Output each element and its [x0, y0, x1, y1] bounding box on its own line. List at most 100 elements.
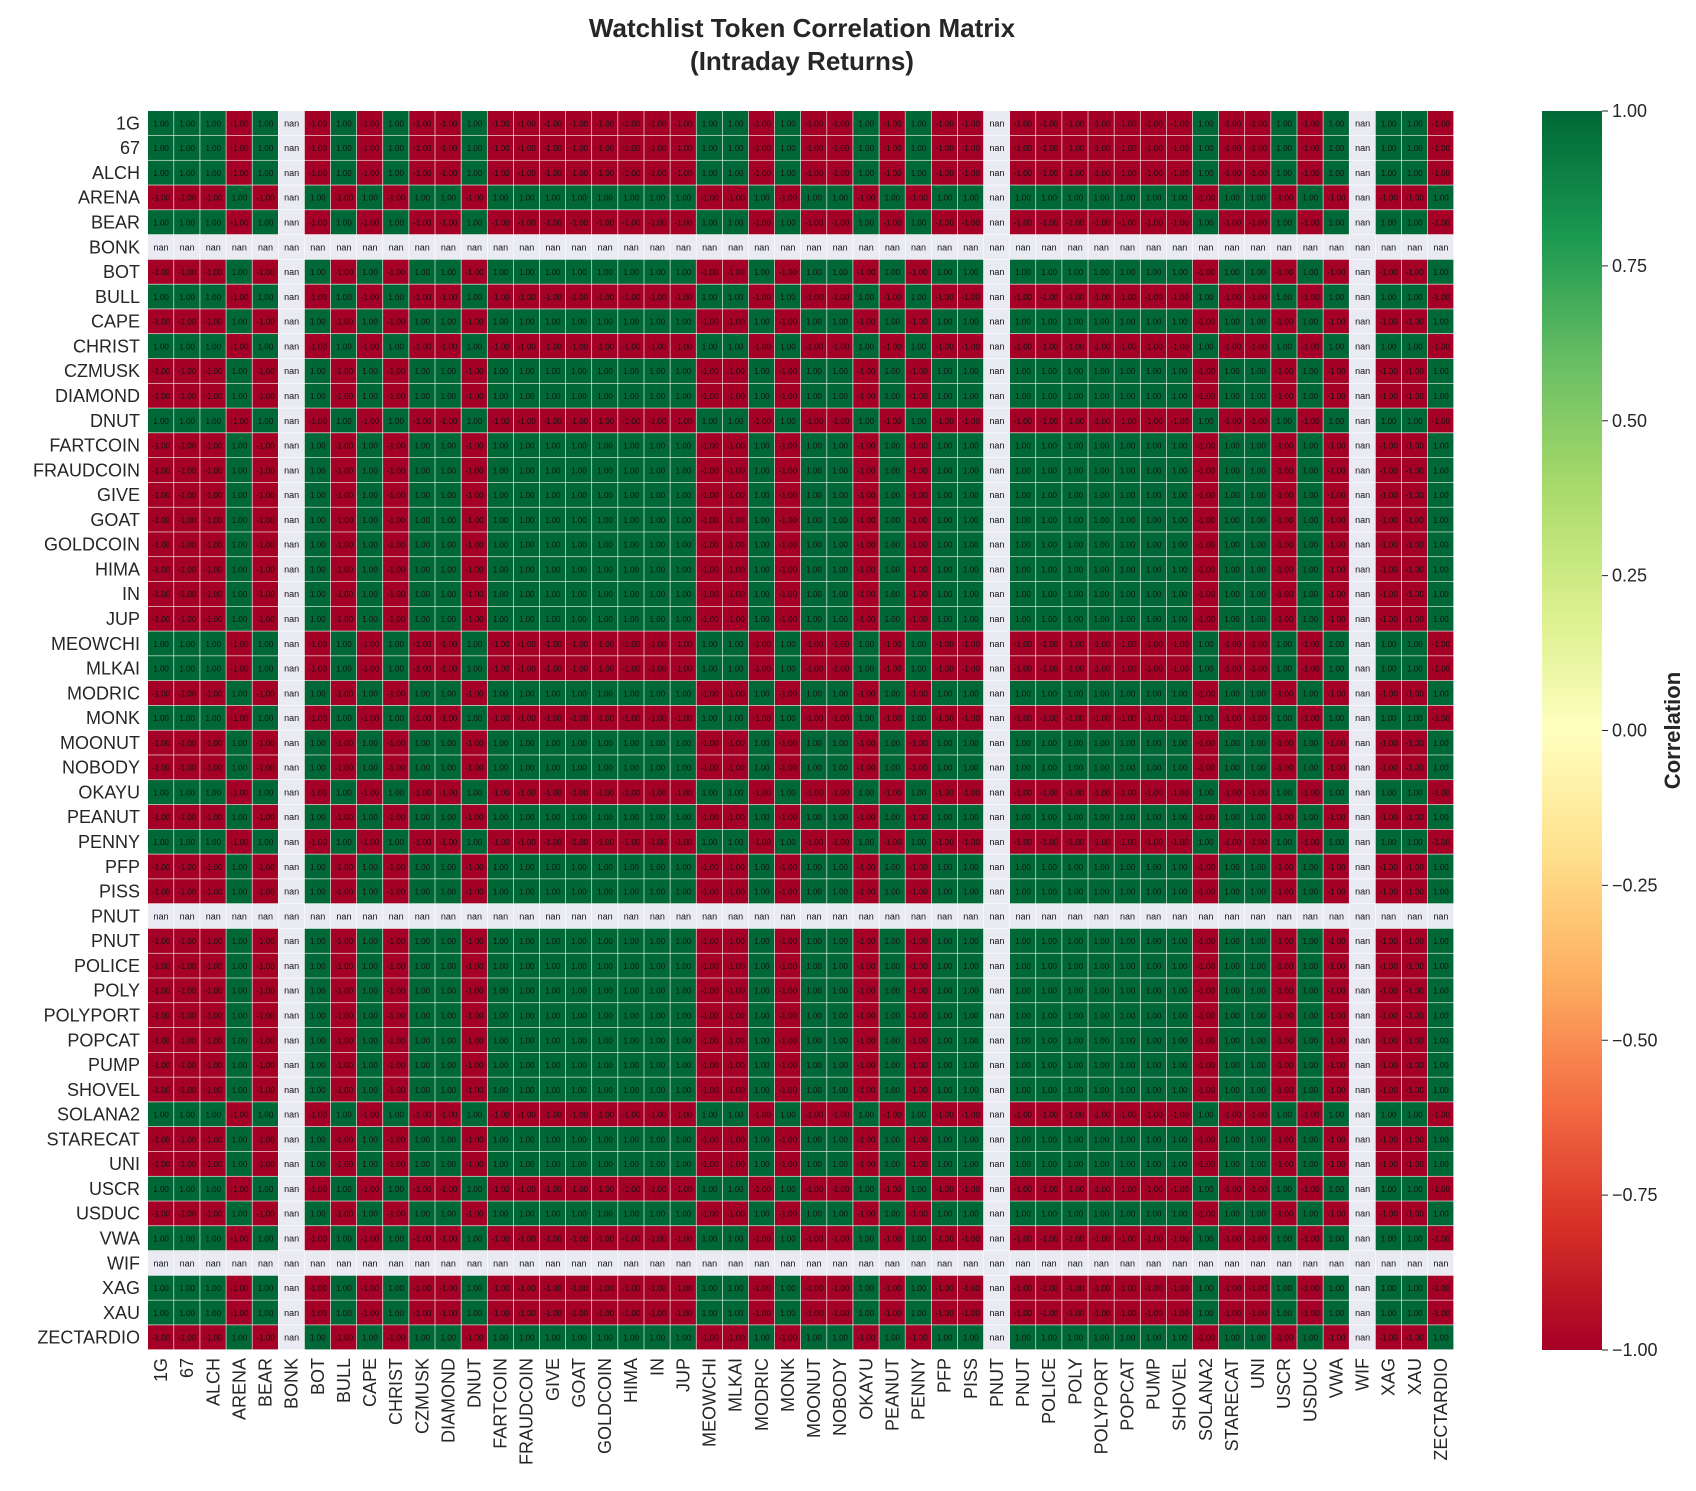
cell-value-label: -1.00 [1327, 392, 1346, 401]
cell-value-label: 1.00 [441, 268, 457, 277]
cell-value-label: -1.00 [178, 1334, 197, 1343]
cell-value-label: 1.00 [1041, 1086, 1057, 1095]
cell-value-label: 1.00 [571, 1334, 587, 1343]
heatmap-cell [200, 135, 226, 160]
cell-value-label: 1.00 [1120, 962, 1136, 971]
cell-value-label: -1.00 [648, 714, 667, 723]
cell-value-label: 1.00 [963, 863, 979, 872]
cell-value-label: 1.00 [885, 1061, 901, 1070]
heatmap-cell [905, 135, 931, 160]
cell-value-label: 1.00 [937, 1210, 953, 1219]
cell-value-label: -1.00 [1406, 615, 1425, 624]
cell-value-label: -1.00 [518, 640, 537, 649]
cell-value-label: -1.00 [883, 169, 902, 178]
cell-value-label: 1.00 [623, 863, 639, 872]
heatmap-cell [905, 185, 931, 210]
cell-value-label: nan [1277, 242, 1292, 252]
cell-value-label: -1.00 [962, 640, 981, 649]
cell-value-label: 1.00 [1303, 1334, 1319, 1343]
cell-value-label: 1.00 [519, 764, 535, 773]
heatmap-cell [565, 135, 592, 160]
cell-value-label: -1.00 [309, 788, 328, 797]
cell-value-label: 1.00 [519, 1011, 535, 1020]
cell-value-label: 1.00 [1041, 615, 1057, 624]
cell-value-label: 1.00 [153, 1234, 169, 1243]
heatmap-cell [1401, 111, 1428, 136]
cell-value-label: -1.00 [1118, 119, 1137, 128]
cell-value-label: -1.00 [1380, 937, 1399, 946]
cell-value-label: nan [389, 911, 404, 921]
heatmap-cell [1114, 160, 1140, 185]
cell-value-label: -1.00 [727, 466, 746, 475]
cell-value-label: -1.00 [1145, 144, 1164, 153]
cell-value-label: 1.00 [1041, 194, 1057, 203]
cell-value-label: 1.00 [1041, 813, 1057, 822]
cell-value-label: -1.00 [152, 1061, 171, 1070]
cell-value-label: 1.00 [832, 615, 848, 624]
cell-value-label: -1.00 [753, 1309, 772, 1318]
cell-value-label: -1.00 [152, 194, 171, 203]
heatmap-cell [827, 111, 853, 136]
cell-value-label: 1.00 [1276, 1111, 1292, 1120]
cell-value-label: -1.00 [936, 219, 955, 228]
cell-value-label: 1.00 [780, 342, 796, 351]
cell-value-label: 1.00 [1094, 764, 1110, 773]
cell-value-label: -1.00 [1197, 590, 1216, 599]
cell-value-label: 1.00 [232, 813, 248, 822]
cell-value-label: 1.00 [362, 813, 378, 822]
cell-value-label: -1.00 [439, 169, 458, 178]
cell-value-label: 1.00 [571, 1036, 587, 1045]
cell-value-label: -1.00 [230, 119, 249, 128]
cell-value-label: -1.00 [700, 1086, 719, 1095]
heatmap-cell [330, 135, 357, 160]
cell-value-label: -1.00 [178, 392, 197, 401]
cell-value-label: -1.00 [335, 813, 354, 822]
cell-value-label: 1.00 [1224, 1334, 1240, 1343]
cell-value-label: nan [702, 242, 717, 252]
cell-value-label: 1.00 [1303, 987, 1319, 996]
cell-value-label: 1.00 [1120, 318, 1136, 327]
cell-value-label: 1.00 [1303, 1210, 1319, 1219]
cell-value-label: -1.00 [674, 838, 693, 847]
cell-value-label: -1.00 [1327, 516, 1346, 525]
cell-value-label: 1.00 [493, 442, 509, 451]
cell-value-label: nan [676, 242, 691, 252]
cell-value-label: 1.00 [1120, 1160, 1136, 1169]
cell-value-label: 1.00 [336, 640, 352, 649]
cell-value-label: -1.00 [204, 615, 223, 624]
cell-value-label: -1.00 [1301, 788, 1320, 797]
cell-value-label: -1.00 [857, 268, 876, 277]
cell-value-label: -1.00 [570, 788, 589, 797]
cell-value-label: -1.00 [387, 541, 406, 550]
cell-value-label: -1.00 [204, 194, 223, 203]
cell-value-label: 1.00 [963, 1086, 979, 1095]
cell-value-label: -1.00 [1327, 442, 1346, 451]
cell-value-label: 1.00 [1381, 144, 1397, 153]
heatmap-cell [304, 135, 331, 160]
cell-value-label: -1.00 [204, 962, 223, 971]
cell-value-label: -1.00 [936, 714, 955, 723]
cell-value-label: -1.00 [204, 987, 223, 996]
cell-value-label: -1.00 [256, 1334, 275, 1343]
cell-value-label: 1.00 [519, 689, 535, 698]
cell-value-label: 1.00 [597, 1011, 613, 1020]
cell-value-label: -1.00 [596, 293, 615, 302]
cell-value-label: 1.00 [1041, 1011, 1057, 1020]
cell-value-label: -1.00 [622, 417, 641, 426]
cell-value-label: nan [1329, 911, 1344, 921]
cell-value-label: -1.00 [1118, 1111, 1137, 1120]
cell-value-label: 1.00 [623, 1011, 639, 1020]
cell-value-label: 1.00 [1146, 565, 1162, 574]
cell-value-label: nan [284, 1010, 299, 1020]
cell-value-label: -1.00 [622, 1185, 641, 1194]
cell-value-label: 1.00 [571, 937, 587, 946]
cell-value-label: -1.00 [387, 565, 406, 574]
cell-value-label: 1.00 [597, 1160, 613, 1169]
cell-value-label: -1.00 [909, 1061, 928, 1070]
cell-value-label: -1.00 [1145, 293, 1164, 302]
cell-value-label: -1.00 [1275, 863, 1294, 872]
cell-value-label: 1.00 [597, 1061, 613, 1070]
cell-value-label: -1.00 [387, 739, 406, 748]
cell-value-label: -1.00 [204, 813, 223, 822]
cell-value-label: -1.00 [439, 219, 458, 228]
